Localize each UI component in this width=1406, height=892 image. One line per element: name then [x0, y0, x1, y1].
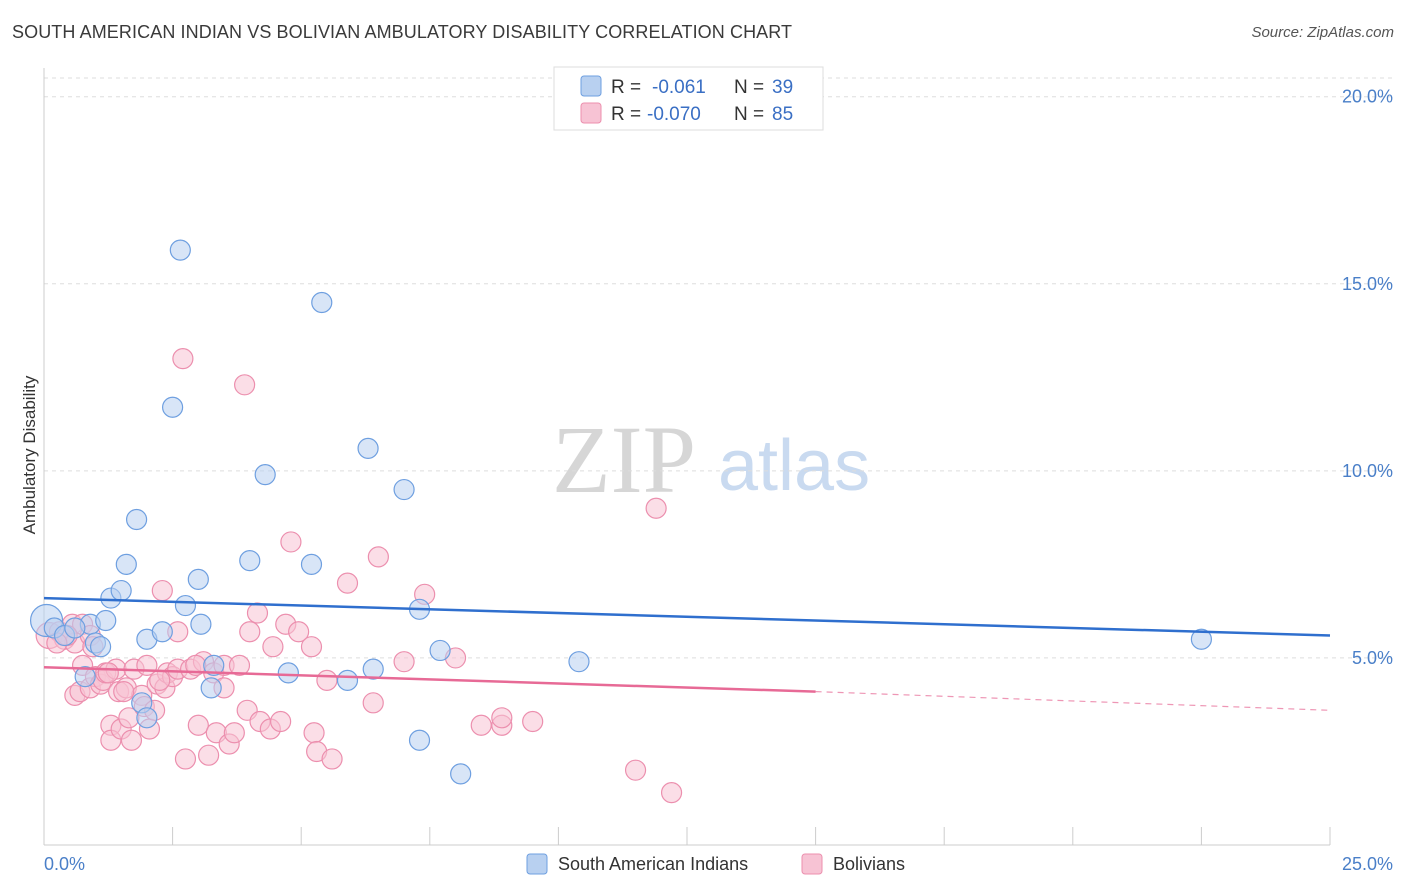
trend-line-pink — [43, 666, 816, 693]
bolivians-point — [234, 374, 256, 396]
south-american-indians-point — [151, 621, 173, 643]
south-american-indians-point — [362, 658, 384, 680]
trend-lines — [43, 596, 1331, 711]
south-american-indians-point — [162, 396, 184, 418]
ticks: 5.0% 10.0% 15.0% 20.0% — [1342, 87, 1393, 668]
south-american-indians-point — [187, 568, 209, 590]
y-tick-label: 10.0% — [1342, 461, 1393, 481]
bolivians-point — [303, 722, 325, 744]
bolivians-point — [198, 744, 220, 766]
legend-pink-r-value: -0.070 — [647, 104, 701, 125]
bolivians-point — [522, 710, 544, 733]
series-legend-blue-label: South American Indians — [558, 854, 748, 874]
bolivians-point — [491, 707, 513, 729]
bolivians-point — [362, 692, 384, 714]
bolivians-point — [288, 621, 310, 643]
south-american-indians-point — [64, 617, 86, 639]
south-american-indians-point — [110, 579, 132, 602]
grid — [44, 77, 1394, 659]
south-american-indians-point — [136, 707, 158, 729]
south-american-indians-point — [89, 636, 112, 658]
south-american-indians-point — [408, 729, 431, 751]
bolivians-point — [280, 531, 302, 553]
legend-pink-n-label: N = — [734, 104, 764, 125]
legend-pink-r-label: R = — [611, 104, 641, 125]
bolivians-point — [151, 579, 173, 602]
bolivians-point — [113, 680, 135, 703]
x-tick-label-min: 0.0% — [44, 854, 85, 874]
south-american-indians-point — [568, 651, 590, 673]
y-tick-label: 20.0% — [1342, 87, 1393, 107]
axes — [43, 68, 1331, 846]
south-american-indians-point — [336, 669, 359, 691]
legend-swatch-blue — [580, 75, 602, 97]
series-legend-swatch-blue — [526, 853, 548, 875]
bolivians-point — [300, 636, 323, 658]
south-american-indians-point — [169, 239, 191, 261]
bolivians-point — [120, 729, 143, 751]
south-american-indians-point — [95, 609, 117, 632]
south-american-indians-point — [174, 594, 197, 617]
y-axis-label: Ambulatory Disability — [20, 375, 39, 534]
south-american-indians-point — [115, 553, 137, 575]
bolivians-point — [316, 669, 338, 691]
trend-line-pink-extension — [815, 691, 1331, 711]
south-american-indians-point — [200, 677, 222, 699]
series-legend-pink-label: Bolivians — [833, 854, 905, 874]
bolivians-point — [336, 572, 359, 594]
bolivians-point — [624, 759, 647, 781]
south-american-indians-point — [254, 463, 276, 486]
y-tick-label: 15.0% — [1342, 274, 1393, 294]
y-tick-label: 5.0% — [1352, 648, 1393, 668]
legend-blue-r-label: R = — [611, 77, 641, 98]
watermark-atlas: atlas — [718, 426, 870, 506]
bolivians-point — [223, 722, 245, 744]
south-american-indians-point — [357, 437, 379, 460]
south-american-indians-point — [239, 550, 261, 572]
south-american-indians-point — [311, 291, 333, 314]
bolivians-point — [239, 621, 261, 643]
correlation-legend: R = -0.061 N = 39 R = -0.070 N = 85 — [553, 66, 824, 131]
bolivians-point — [228, 654, 251, 677]
bolivians-point — [262, 636, 284, 658]
watermark-zip: ZIP — [552, 406, 696, 513]
bolivians-point — [174, 748, 197, 770]
bolivians-point — [270, 710, 292, 733]
x-tick-label-max: 25.0% — [1342, 854, 1393, 874]
legend-blue-n-label: N = — [734, 77, 764, 98]
series-legend: South American Indians Bolivians — [526, 853, 905, 875]
south-american-indians-point — [74, 666, 96, 688]
south-american-indians-points — [29, 239, 1213, 785]
series-legend-swatch-pink — [801, 853, 823, 875]
south-american-indians-point — [190, 613, 212, 635]
south-american-indians-point — [203, 654, 225, 677]
bolivians-point — [660, 782, 683, 804]
south-american-indians-point — [450, 763, 472, 785]
bolivians-point — [246, 602, 269, 624]
bolivians-point — [393, 651, 415, 673]
bolivians-point — [645, 497, 667, 519]
bolivians-point — [187, 714, 209, 736]
legend-blue-r-value: -0.061 — [652, 77, 706, 98]
bolivians-point — [470, 714, 492, 736]
south-american-indians-point — [277, 662, 299, 684]
south-american-indians-point — [393, 478, 415, 501]
legend-swatch-pink — [580, 102, 602, 124]
south-american-indians-point — [429, 639, 451, 662]
legend-blue-n-value: 39 — [772, 77, 793, 98]
south-american-indians-point — [1190, 628, 1213, 650]
bolivians-point — [172, 348, 194, 370]
legend-pink-n-value: 85 — [772, 104, 793, 125]
source-credit: Source: ZipAtlas.com — [1251, 24, 1394, 41]
bolivians-point — [321, 748, 343, 770]
trend-line-blue — [43, 596, 1331, 637]
chart-title: SOUTH AMERICAN INDIAN VS BOLIVIAN AMBULA… — [12, 22, 793, 42]
bolivians-point — [97, 662, 119, 684]
south-american-indians-point — [300, 553, 323, 575]
south-american-indians-point — [125, 508, 148, 531]
bolivians-point — [149, 669, 171, 691]
bolivians-point — [367, 546, 389, 568]
